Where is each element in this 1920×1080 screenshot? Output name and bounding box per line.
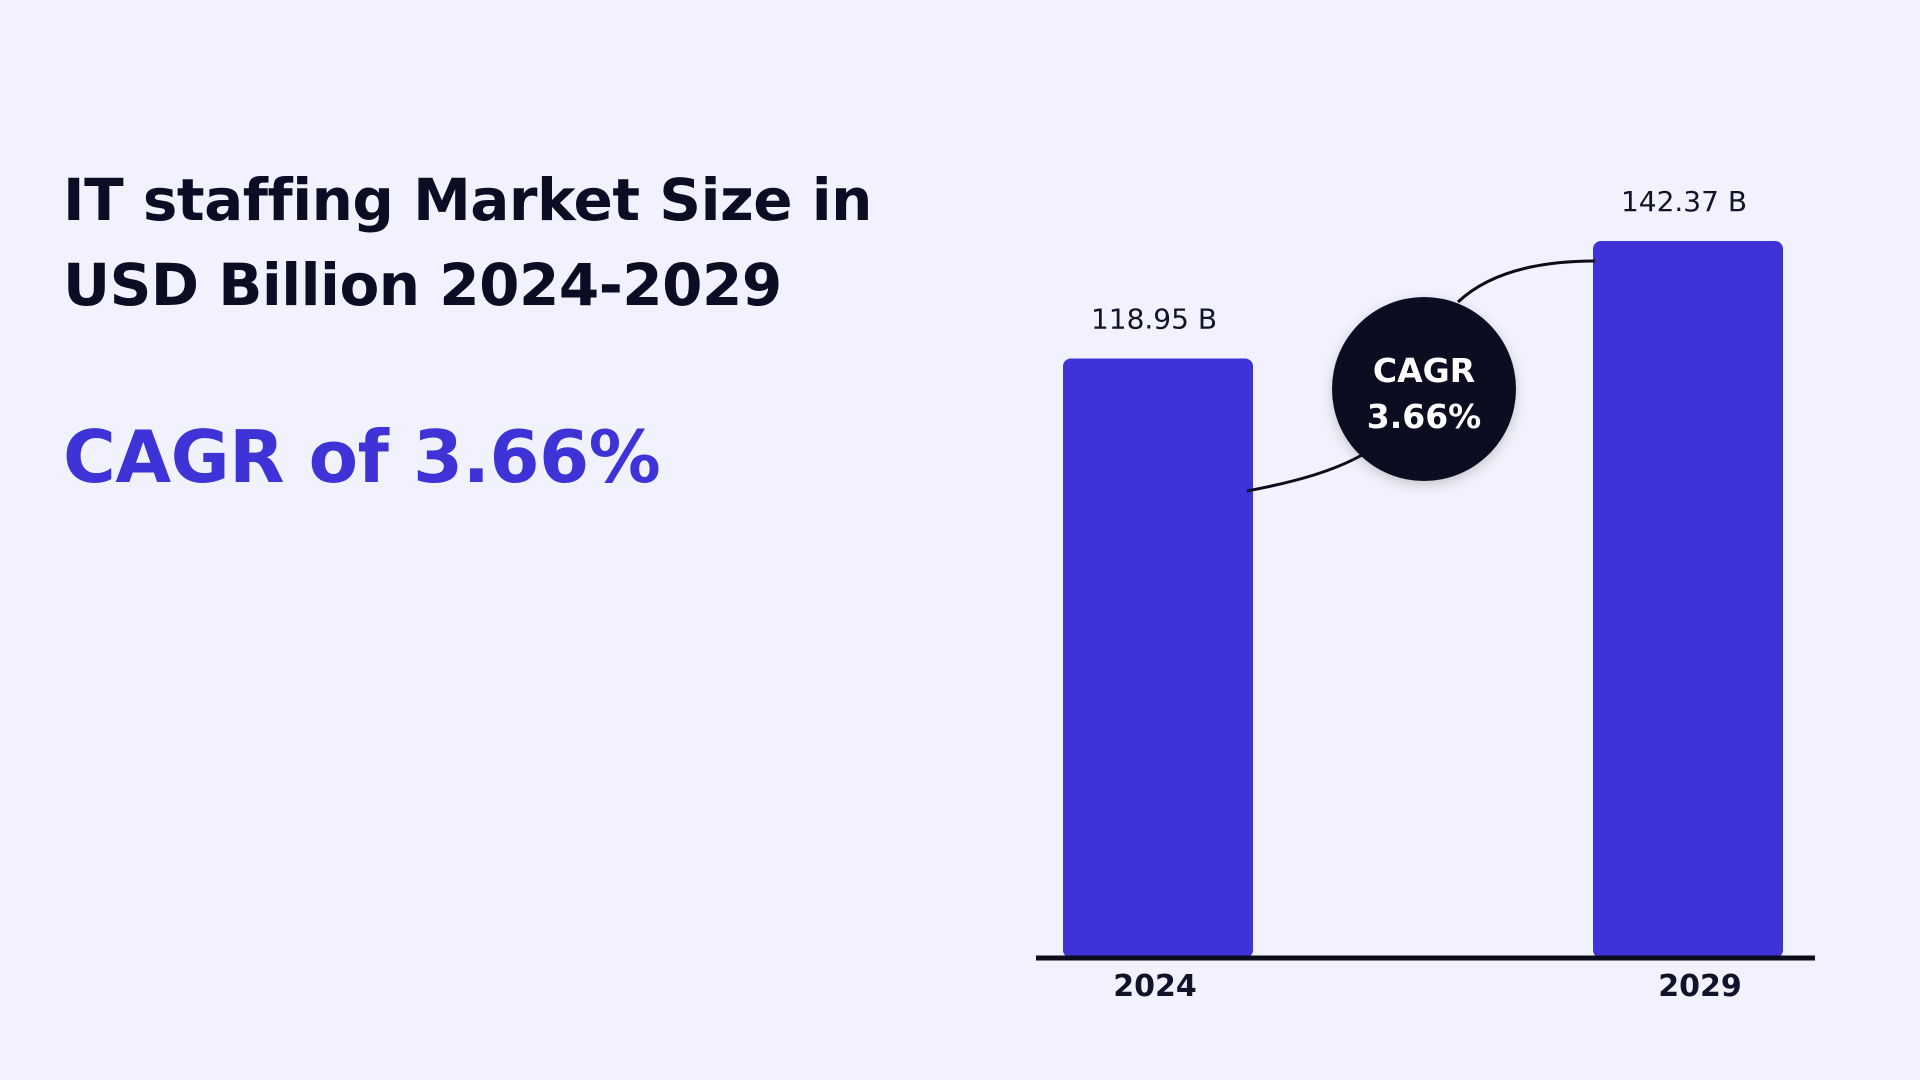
chart-title: IT staffing Market Size in USD Billion 2… bbox=[63, 158, 963, 328]
tick-label-2024: 2024 bbox=[1113, 969, 1197, 1004]
cagr-badge: CAGR 3.66% bbox=[1332, 297, 1516, 481]
cagr-connector-right bbox=[1456, 259, 1596, 304]
tick-label-2029: 2029 bbox=[1658, 969, 1742, 1004]
bar-2024 bbox=[1063, 358, 1253, 958]
bars-group bbox=[1063, 241, 1783, 958]
chart-title-line-2: USD Billion 2024-2029 bbox=[63, 251, 782, 319]
bar-2029 bbox=[1593, 241, 1783, 958]
value-label-2024: 118.95 B bbox=[1091, 302, 1217, 335]
chart-title-line-1: IT staffing Market Size in bbox=[63, 166, 872, 234]
cagr-headline: CAGR of 3.66% bbox=[63, 415, 661, 499]
labels-group: 118.95 B 2024 142.37 B 2029 bbox=[1091, 185, 1747, 1004]
value-label-2029: 142.37 B bbox=[1621, 185, 1747, 218]
cagr-badge-circle bbox=[1332, 297, 1516, 481]
cagr-badge-line-1: CAGR bbox=[1373, 351, 1475, 390]
cagr-badge-line-2: 3.66% bbox=[1367, 397, 1482, 436]
cagr-connector-left bbox=[1246, 453, 1363, 493]
